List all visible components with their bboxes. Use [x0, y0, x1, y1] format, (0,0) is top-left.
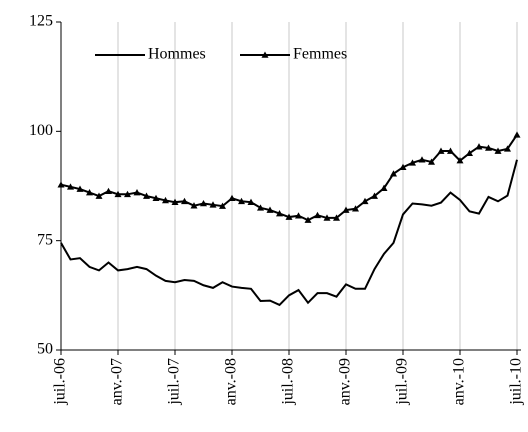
- x-tick-label: juil.-08: [280, 358, 297, 406]
- data-point: [380, 184, 388, 191]
- x-tick-label: anv.-10: [451, 358, 468, 405]
- data-point: [295, 212, 302, 219]
- y-tick-label: 75: [37, 231, 53, 248]
- x-tick-label: juil.-06: [52, 358, 69, 406]
- data-point: [314, 211, 321, 219]
- data-point: [323, 214, 331, 221]
- data-point: [57, 181, 65, 188]
- data-point: [513, 131, 521, 138]
- data-point: [76, 185, 84, 192]
- data-point: [409, 159, 416, 166]
- y-tick-label: 50: [37, 341, 53, 358]
- data-point: [371, 192, 378, 199]
- data-point: [399, 163, 407, 170]
- data-point: [209, 201, 217, 208]
- data-point: [333, 214, 340, 221]
- data-point: [342, 206, 350, 213]
- data-point: [276, 210, 283, 217]
- data-point: [456, 157, 464, 164]
- legend-label: Hommes: [148, 46, 206, 63]
- legend-marker: [261, 51, 269, 58]
- data-point: [86, 189, 93, 196]
- data-point: [361, 197, 369, 205]
- x-tick-label: juil.-09: [394, 358, 411, 406]
- data-point: [475, 143, 483, 150]
- data-point: [447, 147, 454, 154]
- data-point: [494, 147, 502, 154]
- data-point: [466, 149, 473, 156]
- data-point: [247, 198, 255, 205]
- data-point: [228, 194, 236, 202]
- legend-label: Femmes: [293, 46, 347, 63]
- y-tick-label: 125: [29, 13, 53, 30]
- x-tick-label: anv.-08: [223, 358, 240, 405]
- y-tick-label: 100: [29, 122, 53, 139]
- data-point: [105, 187, 112, 195]
- data-point: [485, 144, 492, 151]
- data-point: [257, 204, 264, 211]
- x-tick-label: juil.-07: [166, 358, 183, 406]
- data-point: [428, 158, 435, 165]
- data-point: [162, 196, 169, 204]
- data-point: [304, 216, 312, 223]
- data-point: [152, 194, 160, 202]
- data-point: [95, 192, 103, 199]
- data-point: [390, 170, 397, 177]
- data-point: [124, 190, 131, 198]
- x-tick-label: anv.-07: [109, 358, 126, 405]
- data-point: [200, 199, 207, 207]
- x-tick-label: anv.-09: [337, 358, 354, 405]
- data-point: [171, 198, 179, 205]
- data-point: [266, 206, 274, 213]
- x-tick-label: juil.-10: [508, 358, 525, 406]
- data-point: [190, 202, 198, 209]
- data-point: [143, 192, 150, 199]
- data-point: [418, 156, 426, 163]
- data-point: [181, 197, 188, 205]
- data-point: [133, 189, 141, 196]
- data-point: [219, 202, 226, 209]
- data-point: [238, 197, 245, 205]
- data-point: [437, 147, 445, 154]
- data-point: [352, 205, 359, 212]
- data-point: [114, 190, 122, 198]
- data-point: [67, 183, 74, 190]
- series-line: [60, 159, 518, 307]
- data-point: [504, 145, 511, 152]
- data-point: [285, 213, 293, 220]
